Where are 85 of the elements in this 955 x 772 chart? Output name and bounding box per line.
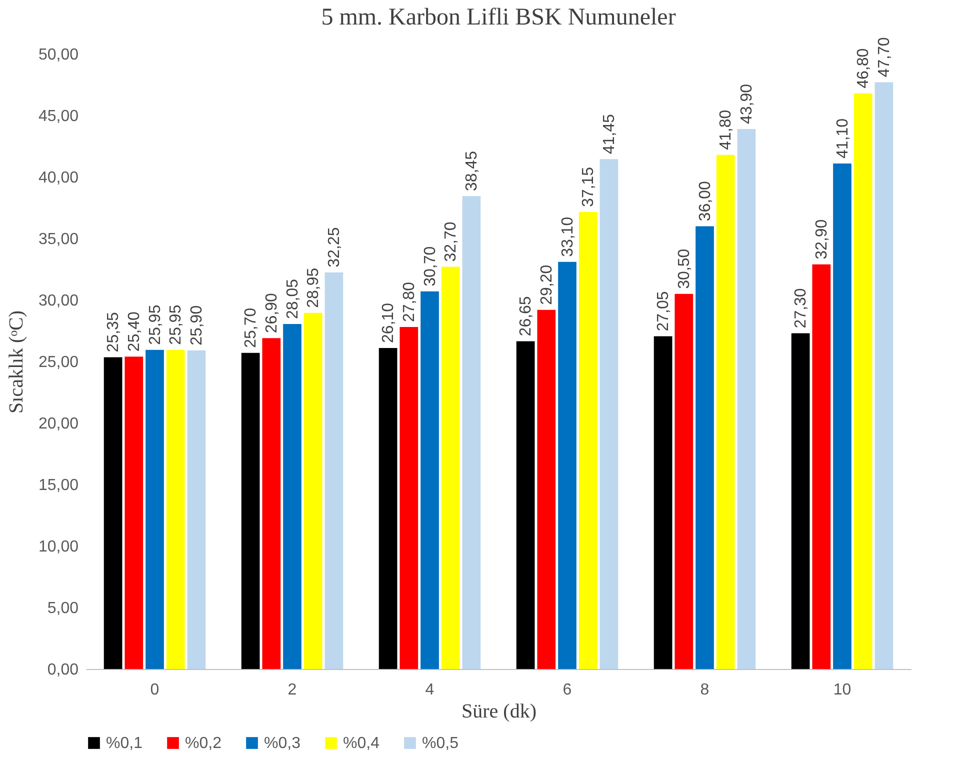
bar xyxy=(262,338,281,669)
data-label: 41,80 xyxy=(718,110,735,150)
bar xyxy=(537,310,556,669)
data-label: 26,90 xyxy=(263,292,280,334)
bar xyxy=(324,272,344,669)
data-label: 28,95 xyxy=(305,268,322,308)
legend-label: %0,4 xyxy=(343,735,380,752)
data-label: 27,05 xyxy=(655,291,672,332)
bar xyxy=(420,291,439,669)
data-label: 46,80 xyxy=(855,48,872,88)
bar xyxy=(737,129,756,669)
data-label: 30,70 xyxy=(422,246,439,286)
bar xyxy=(674,294,694,669)
bar xyxy=(558,262,576,669)
data-label: 25,40 xyxy=(126,311,143,352)
data-label: 37,15 xyxy=(580,166,598,208)
data-label: 41,45 xyxy=(600,114,618,154)
data-label: 26,65 xyxy=(518,296,535,336)
y-tick-label: 45,00 xyxy=(38,108,79,125)
legend-label: %0,5 xyxy=(422,735,459,752)
bar xyxy=(304,312,322,669)
y-tick-label: 50,00 xyxy=(38,46,79,64)
bar xyxy=(578,212,598,669)
y-tick-label: 25,00 xyxy=(38,354,79,371)
data-label: 33,10 xyxy=(559,216,576,257)
legend-label: %0,1 xyxy=(106,735,143,752)
data-label: 30,50 xyxy=(676,248,693,289)
y-tick-label: 40,00 xyxy=(38,170,79,186)
bar xyxy=(400,327,418,669)
bar xyxy=(146,350,164,669)
bar xyxy=(854,93,872,669)
data-label: 25,90 xyxy=(188,305,206,346)
data-label: 25,95 xyxy=(168,304,185,345)
bar xyxy=(696,226,714,669)
data-label: 25,95 xyxy=(146,304,164,345)
data-label: 25,35 xyxy=(105,312,122,352)
bar xyxy=(241,352,260,669)
y-tick-label: 0,00 xyxy=(47,662,79,678)
data-label: 38,45 xyxy=(463,150,480,192)
data-label: 32,25 xyxy=(326,227,343,268)
x-tick-label: 10 xyxy=(833,682,852,698)
data-label: 27,80 xyxy=(400,282,418,322)
legend-label: %0,3 xyxy=(264,735,301,752)
y-tick-label: 35,00 xyxy=(38,231,79,248)
data-label: 32,90 xyxy=(813,219,830,260)
data-label: 28,05 xyxy=(284,278,302,319)
data-label: 47,70 xyxy=(876,37,893,78)
data-label: 32,70 xyxy=(442,222,460,262)
bar xyxy=(874,82,894,669)
bar xyxy=(791,333,810,669)
y-tick-label: 30,00 xyxy=(38,292,79,310)
y-tick-label: 5,00 xyxy=(47,600,79,617)
y-tick-label: 10,00 xyxy=(38,538,79,556)
data-label: 26,10 xyxy=(380,302,398,343)
bar xyxy=(462,196,481,669)
legend-label: %0,2 xyxy=(185,735,222,752)
bar xyxy=(516,341,535,669)
bar xyxy=(833,163,852,669)
y-tick-label: 15,00 xyxy=(38,477,79,494)
bar xyxy=(441,266,460,669)
bar xyxy=(166,350,185,669)
x-tick-label: 0 xyxy=(150,682,160,698)
data-label: 43,90 xyxy=(738,84,756,124)
bar xyxy=(283,324,302,669)
y-tick-label: 20,00 xyxy=(38,416,79,432)
bar xyxy=(124,356,144,669)
x-axis-title: Süre (dk) xyxy=(462,700,536,722)
data-label: 25,70 xyxy=(242,308,260,348)
bar xyxy=(378,348,398,669)
data-label: 36,00 xyxy=(696,181,714,222)
y-axis-title: Sıcaklık (ᵒC) xyxy=(5,310,28,414)
x-tick-label: 2 xyxy=(288,682,297,698)
x-tick-label: 8 xyxy=(700,682,710,698)
bar xyxy=(716,154,735,669)
bar xyxy=(187,350,206,669)
x-tick-label: 6 xyxy=(562,682,572,698)
bar xyxy=(812,264,831,669)
data-label: 29,20 xyxy=(538,264,556,305)
data-label: 41,10 xyxy=(834,118,852,158)
bar xyxy=(654,336,672,669)
x-tick-label: 4 xyxy=(425,682,434,698)
chart-title: 5 mm. Karbon Lifli BSK Numuneler xyxy=(321,4,676,30)
bar xyxy=(600,159,618,669)
data-label: 27,30 xyxy=(792,288,810,328)
bar xyxy=(104,357,122,669)
